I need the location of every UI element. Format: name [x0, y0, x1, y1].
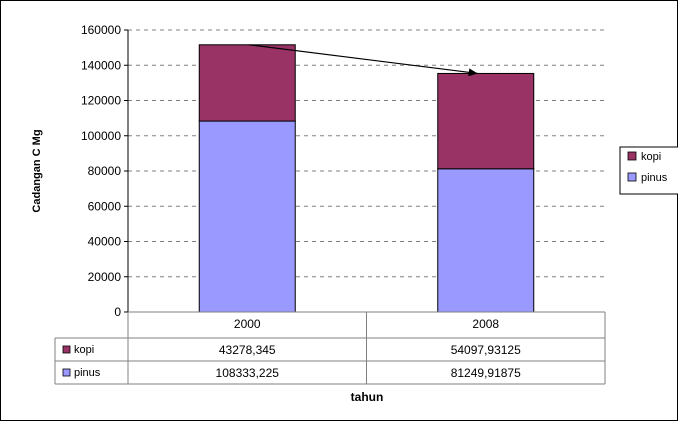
legend-swatch-kopi: [627, 151, 637, 161]
data-label-pinus: 81249,91875: [451, 366, 521, 380]
y-tick-label: 0: [114, 305, 121, 319]
y-tick-label: 140000: [81, 58, 121, 72]
legend-label-kopi: kopi: [641, 151, 661, 163]
table-swatch-kopi: [62, 345, 71, 354]
bar-kopi-2000: [198, 44, 296, 122]
trend-arrow: [249, 44, 478, 77]
y-axis-ticks: 0 20000 40000 60000 80000 100000 120000 140000 1…: [81, 23, 128, 319]
y-tick-label: 60000: [88, 199, 122, 213]
y-tick-label: 100000: [81, 129, 121, 143]
data-label-pinus: 108333,225: [216, 366, 280, 380]
data-label-kopi: 43278,345: [219, 343, 276, 357]
y-tick-label: 120000: [81, 94, 121, 108]
legend-label-pinus: pinus: [641, 172, 668, 184]
y-tick-label: 20000: [88, 270, 122, 284]
table-row-name: pinus: [74, 367, 101, 379]
bar-kopi-2008: [437, 72, 535, 170]
table-row-name: kopi: [74, 344, 94, 356]
y-axis-label: Cadangan C Mg: [31, 129, 43, 212]
arrow-head: [468, 68, 478, 77]
legend-swatch-pinus: [627, 172, 637, 182]
bar-pinus-2008: [437, 168, 535, 313]
x-axis-label: tahun: [351, 390, 384, 404]
table-swatch-pinus: [62, 368, 71, 377]
data-label-kopi: 54097,93125: [451, 343, 521, 357]
legend: kopi pinus: [619, 146, 678, 195]
bar-pinus-2000: [198, 120, 296, 313]
y-tick-label: 160000: [81, 23, 121, 37]
category-label: 2008: [472, 317, 499, 331]
bars: [198, 44, 535, 313]
arrow-line: [249, 44, 478, 75]
y-tick-label: 40000: [88, 235, 122, 249]
data-table: 2000 2008 kopi 43278,345 54097,93125 pinus 108…: [54, 311, 606, 385]
y-tick-label: 80000: [88, 164, 122, 178]
category-label: 2000: [234, 317, 261, 331]
